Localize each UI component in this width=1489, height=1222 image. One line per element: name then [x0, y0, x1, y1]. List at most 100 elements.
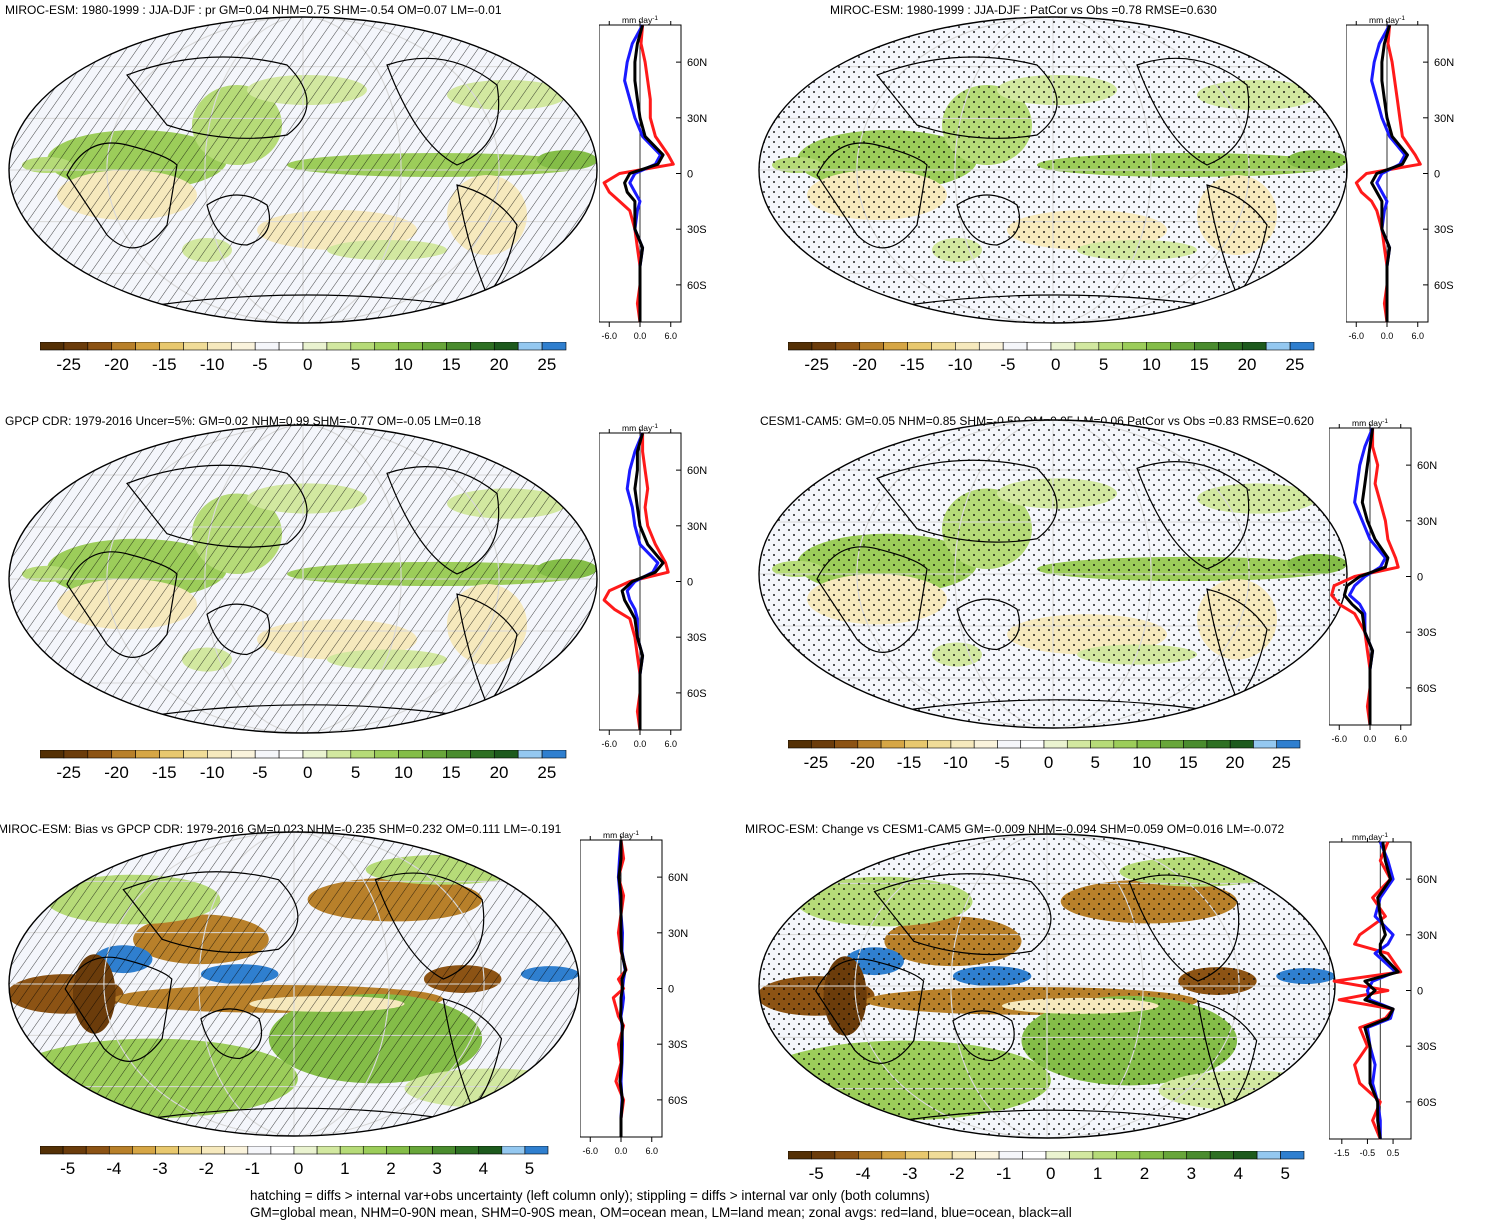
colorbar-label: -20 [104, 763, 129, 780]
zonal-series-all [620, 432, 665, 730]
colorbar: -5 -4 -3 -2 -1 0 1 2 3 4 5 [788, 1151, 1305, 1181]
lat-tick-label: 60N [1417, 460, 1437, 472]
zonal-series-all [1342, 427, 1390, 725]
value-tick-label: 6.0 [645, 1146, 658, 1156]
colorbar-swatch [1074, 342, 1100, 351]
value-tick-label: 0.0 [634, 739, 647, 749]
colorbar-label: 25 [1285, 355, 1304, 372]
lat-tick-label: 30S [687, 224, 707, 236]
lat-tick-label: 0 [687, 169, 693, 181]
colorbar-swatch [907, 342, 932, 351]
colorbar-swatch [302, 342, 328, 351]
lat-tick-label: 0 [1417, 572, 1423, 584]
lat-tick-label: 30N [687, 113, 707, 125]
colorbar-swatch [927, 740, 952, 749]
colorbar-swatch [316, 1146, 341, 1155]
lat-tick-label: 60S [1417, 683, 1437, 695]
lat-tick-label: 30S [1417, 627, 1437, 639]
colorbar-swatch [955, 342, 980, 351]
colorbar-swatch [40, 750, 65, 759]
colorbar-label: 0 [1051, 355, 1060, 372]
colorbar-swatch [1253, 740, 1278, 749]
colorbar-label: 10 [394, 355, 413, 372]
colorbar-swatch [278, 342, 304, 351]
colorbar-label: 10 [1132, 753, 1151, 770]
colorbar-label: 5 [1090, 753, 1099, 770]
colorbar-swatch [834, 740, 859, 749]
lat-tick-label: 60S [687, 688, 707, 700]
colorbar-label: -5 [1000, 355, 1015, 372]
colorbar-swatch [1090, 740, 1115, 749]
colorbar-swatch [1186, 1151, 1211, 1160]
colorbar-label: -5 [995, 753, 1010, 770]
colorbar-label: -3 [902, 1164, 917, 1181]
colorbar-label: -1 [245, 1159, 260, 1176]
lat-tick-label: 60S [1417, 1097, 1437, 1109]
colorbar-label: 25 [537, 355, 556, 372]
colorbar-swatch [40, 1146, 64, 1155]
colorbar-swatch [1276, 740, 1301, 749]
colorbar-label: 5 [1099, 355, 1108, 372]
colorbar-label: -5 [60, 1159, 75, 1176]
colorbar-swatch [810, 740, 835, 749]
colorbar-swatch [270, 1146, 295, 1155]
colorbar-swatch [326, 342, 352, 351]
colorbar-swatch [386, 1146, 410, 1155]
zonal-series-all [623, 24, 665, 322]
value-tick-label: 0.0 [1364, 734, 1377, 744]
colorbar-swatch [997, 740, 1022, 749]
colorbar: -25 -20 -15 -10 -5 0 5 10 15 20 25 [788, 740, 1301, 770]
lat-tick-label: 60S [687, 280, 707, 292]
map-border [8, 831, 580, 1137]
colorbar-swatch [1136, 740, 1161, 749]
lat-tick-label: 0 [1417, 986, 1423, 998]
lat-tick-label: 60N [1434, 57, 1454, 69]
colorbar-label: -2 [199, 1159, 214, 1176]
colorbar-swatch [207, 342, 232, 351]
colorbar-swatch [1218, 342, 1243, 351]
colorbar-label: 0 [303, 763, 312, 780]
world-map [8, 831, 580, 1137]
colorbar-swatch [111, 750, 136, 759]
colorbar-label: 5 [1281, 1164, 1290, 1181]
colorbar-label: 5 [525, 1159, 534, 1176]
value-tick-label: 6.0 [1411, 331, 1424, 341]
value-tick-label: 0.0 [634, 331, 647, 341]
colorbar-label: 20 [1225, 753, 1244, 770]
value-tick-label: 0.5 [1387, 1148, 1400, 1158]
colorbar-swatch [230, 342, 256, 351]
panel-title: MIROC-ESM: Change vs CESM1-CAM5 GM=-0.00… [745, 822, 1285, 836]
colorbar-label: -25 [56, 763, 81, 780]
colorbar-label: -2 [949, 1164, 964, 1181]
colorbar-swatch [1206, 740, 1231, 749]
lat-tick-label: 0 [687, 577, 693, 589]
colorbar-swatch [517, 750, 543, 759]
lat-tick-label: 30N [1434, 113, 1454, 125]
colorbar-swatch [155, 1146, 179, 1155]
colorbar-swatch [859, 342, 884, 351]
colorbar-swatch [1209, 1151, 1234, 1160]
colorbar-swatch [132, 1146, 156, 1155]
colorbar-swatch [1020, 740, 1045, 749]
colorbar-swatch [432, 1146, 456, 1155]
units-label: mm day-1 [1352, 418, 1388, 428]
value-tick-label: -6.0 [1331, 734, 1347, 744]
colorbar-swatch [1098, 342, 1124, 351]
lat-tick-label: 30S [668, 1039, 688, 1051]
colorbar-swatch [493, 750, 519, 759]
colorbar-swatch [374, 750, 399, 759]
colorbar-swatch [159, 342, 184, 351]
colorbar-swatch [1229, 740, 1254, 749]
colorbar-swatch [1050, 342, 1076, 351]
colorbar-label: -10 [948, 355, 973, 372]
colorbar-swatch [541, 750, 567, 759]
units-label: mm day-1 [603, 830, 639, 840]
units-label: mm day-1 [622, 423, 658, 433]
lat-tick-label: 60S [668, 1095, 688, 1107]
colorbar-label: 0 [294, 1159, 303, 1176]
colorbar: -25 -20 -15 -10 -5 0 5 10 15 20 25 [788, 342, 1315, 372]
colorbar-label: 25 [537, 763, 556, 780]
colorbar-swatch [975, 1151, 1000, 1160]
map-border [8, 16, 598, 324]
colorbar-swatch [278, 750, 304, 759]
